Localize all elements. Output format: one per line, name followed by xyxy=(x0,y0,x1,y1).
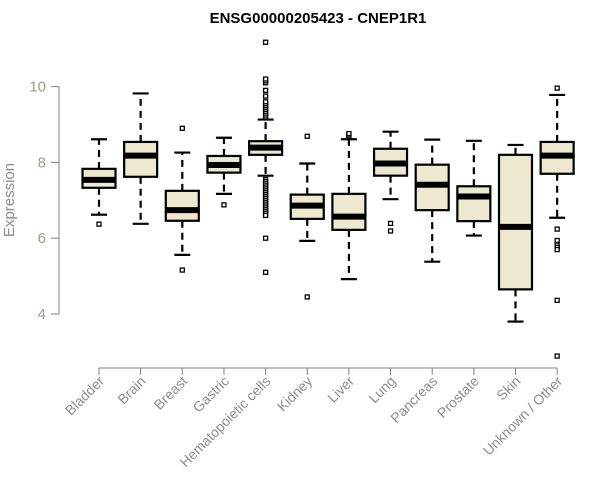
x-tick-label: Liver xyxy=(324,373,357,406)
x-tick-label: Unknown / Other xyxy=(480,373,566,459)
box-prostate xyxy=(456,139,492,237)
outlier-point xyxy=(554,353,560,359)
outlier-point xyxy=(304,294,310,300)
box-kidney xyxy=(289,133,325,300)
outlier-point xyxy=(346,130,352,137)
box-unknown-other xyxy=(539,85,575,359)
x-tick-label: Breast xyxy=(150,373,190,413)
outlier-point xyxy=(554,246,560,253)
outlier-point xyxy=(387,220,394,227)
outlier-point xyxy=(96,221,102,227)
box-iqr xyxy=(497,153,534,291)
outlier-point xyxy=(221,202,227,208)
x-tick-label: Skin xyxy=(493,373,524,404)
x-tick-label: Prostate xyxy=(434,373,482,421)
outlier-point xyxy=(262,39,269,45)
outlier-point xyxy=(554,85,560,91)
outlier-point xyxy=(262,235,269,241)
box-iqr xyxy=(456,185,492,223)
x-tick-label: Kidney xyxy=(274,373,316,415)
x-tick-label: Bladder xyxy=(62,373,108,419)
outlier-point xyxy=(387,228,394,234)
box-breast xyxy=(164,125,200,273)
y-tick-label: 6 xyxy=(38,230,46,247)
box-iqr xyxy=(164,189,200,222)
box-bladder xyxy=(81,138,117,227)
outlier-point xyxy=(554,297,560,304)
box-skin xyxy=(497,143,534,323)
y-tick-label: 10 xyxy=(29,79,46,96)
box-iqr xyxy=(331,192,367,231)
box-brain xyxy=(123,92,159,225)
outlier-point xyxy=(554,226,560,232)
outlier-point xyxy=(262,212,269,219)
outlier-point xyxy=(304,133,310,139)
outlier-point xyxy=(262,76,269,82)
outlier-point xyxy=(262,87,269,94)
chart-title: ENSG00000205423 - CNEP1R1 xyxy=(210,10,427,27)
boxes xyxy=(81,39,575,359)
y-tick-label: 8 xyxy=(38,154,46,171)
box-pancreas xyxy=(414,138,450,263)
y-axis-label: Expression xyxy=(1,163,18,237)
x-tick-label: Lung xyxy=(365,373,398,406)
outlier-point xyxy=(262,93,269,99)
x-tick-label: Brain xyxy=(114,373,148,407)
box-iqr xyxy=(123,140,159,178)
outlier-point xyxy=(179,267,185,273)
outlier-point xyxy=(554,237,560,244)
box-liver xyxy=(331,130,367,281)
box-gastric xyxy=(206,136,242,208)
box-hematopoietic-cells xyxy=(248,39,284,275)
box-lung xyxy=(372,130,409,234)
outlier-point xyxy=(262,269,269,275)
y-axis: 4 6 8 10 xyxy=(29,79,60,323)
y-tick-label: 4 xyxy=(38,306,46,323)
outlier-point xyxy=(179,125,185,131)
outlier-point xyxy=(262,99,269,105)
